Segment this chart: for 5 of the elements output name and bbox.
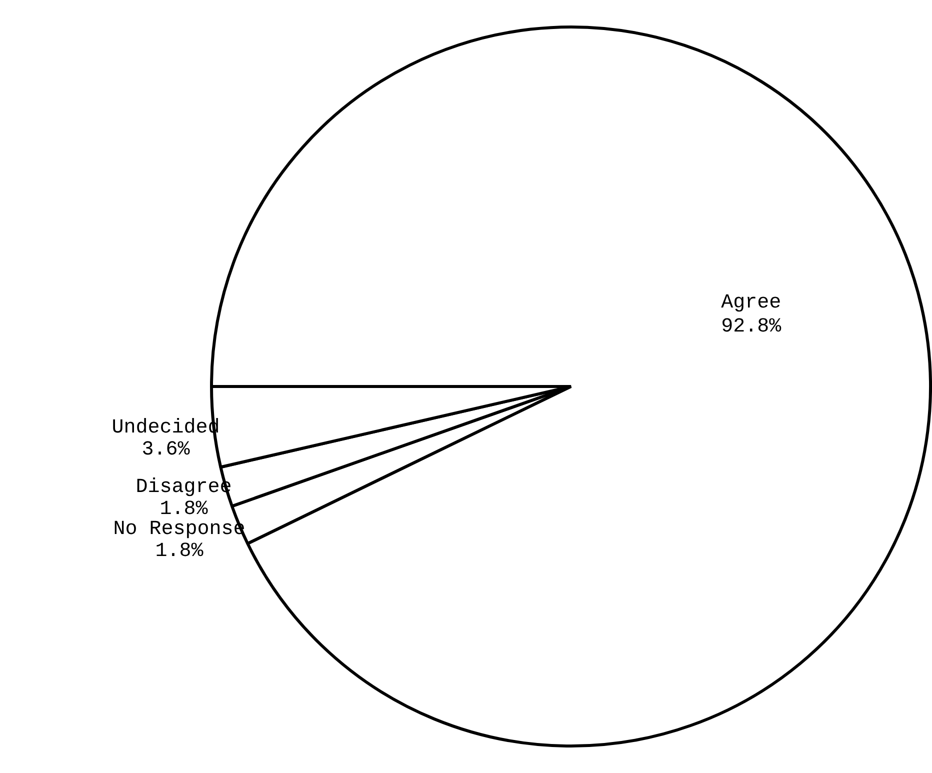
data-label: 1.8% [155,540,204,564]
data-label: 1.8% [160,498,209,522]
data-label: 92.8% [721,316,782,339]
slice-label: Agree [721,292,782,315]
data-label: 3.6% [142,438,191,462]
